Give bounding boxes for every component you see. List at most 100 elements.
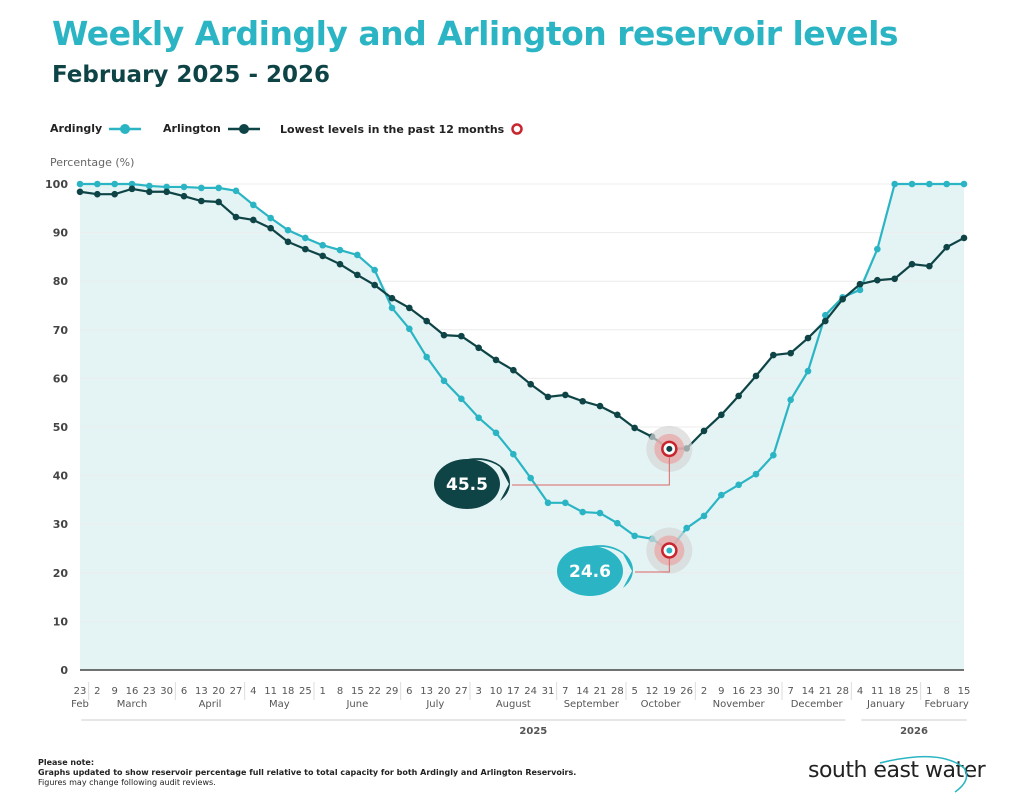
month-label: August — [496, 699, 531, 710]
x-tick-label: 9 — [718, 686, 724, 697]
data-point — [492, 429, 500, 437]
x-tick-label: 18 — [888, 686, 901, 697]
callout-value: 45.5 — [446, 475, 488, 495]
data-point — [440, 377, 448, 385]
data-point — [94, 180, 101, 188]
data-point — [510, 450, 517, 458]
data-point — [874, 245, 881, 253]
y-tick-label: 30 — [53, 518, 69, 531]
x-tick-label: 20 — [212, 686, 225, 697]
x-tick-label: 11 — [264, 686, 277, 697]
data-point — [614, 519, 621, 527]
data-point — [180, 183, 188, 191]
month-label: January — [866, 699, 905, 710]
x-tick-label: 22 — [368, 686, 381, 697]
x-tick-label: 13 — [420, 686, 433, 697]
data-point — [302, 245, 309, 253]
x-tick-label: 27 — [455, 686, 468, 697]
data-point — [198, 184, 205, 192]
callout-bubble — [443, 458, 510, 501]
x-tick-label: 3 — [475, 686, 481, 697]
data-point — [787, 349, 794, 357]
x-tick-label: 16 — [732, 686, 745, 697]
data-point — [215, 184, 222, 192]
data-point — [128, 185, 136, 193]
year-label: 2026 — [900, 726, 928, 737]
note-line1: Graphs updated to show reservoir percent… — [38, 768, 577, 777]
data-point — [406, 325, 413, 333]
y-tick-label: 70 — [53, 324, 69, 337]
data-point — [475, 344, 482, 352]
y-axis-label: Percentage (%) — [50, 156, 135, 169]
callout-bubble — [566, 545, 633, 588]
month-label: October — [641, 699, 682, 710]
x-tick-label: 12 — [646, 686, 659, 697]
month-label: December — [791, 699, 844, 710]
x-tick-label: 31 — [542, 686, 555, 697]
data-point — [735, 481, 742, 489]
data-point — [527, 474, 534, 482]
month-label: September — [564, 699, 620, 710]
south-east-water-logo: south east water — [808, 758, 986, 783]
data-point — [718, 491, 725, 499]
x-tick-label: 13 — [195, 686, 208, 697]
callout-leader — [635, 558, 670, 573]
data-point — [527, 380, 534, 388]
data-point — [579, 508, 586, 516]
x-tick-label: 1 — [319, 686, 325, 697]
x-tick-label: 16 — [126, 686, 139, 697]
data-point — [822, 317, 829, 325]
data-point — [163, 188, 170, 196]
data-point — [960, 180, 968, 188]
lowest-ring-icon — [511, 123, 523, 135]
x-tick-label: 4 — [857, 686, 863, 697]
data-point — [631, 532, 638, 540]
x-tick-label: 21 — [819, 686, 832, 697]
data-point — [856, 280, 864, 288]
legend-lowest-label: Lowest levels in the past 12 months — [280, 122, 505, 136]
data-point — [267, 214, 274, 222]
x-tick-label: 10 — [490, 686, 503, 697]
ardingly-line-icon — [109, 123, 142, 134]
y-tick-label: 100 — [45, 178, 68, 191]
data-point — [232, 213, 240, 221]
data-point — [180, 192, 188, 200]
data-point — [250, 201, 257, 209]
x-tick-label: 21 — [594, 686, 607, 697]
data-point — [804, 334, 812, 342]
data-point — [562, 391, 569, 399]
y-tick-label: 0 — [60, 664, 68, 677]
data-point — [94, 190, 101, 198]
data-point — [700, 427, 708, 435]
series-line — [80, 182, 964, 552]
x-tick-label: 6 — [181, 686, 187, 697]
data-point — [926, 262, 933, 270]
data-point — [891, 180, 898, 188]
x-tick-label: 28 — [611, 686, 624, 697]
y-tick-label: 10 — [53, 615, 69, 628]
x-tick-label: 5 — [631, 686, 637, 697]
x-tick-label: 23 — [750, 686, 763, 697]
x-tick-label: 11 — [871, 686, 884, 697]
legend-arlington-label: Arlington — [163, 122, 221, 135]
data-point — [544, 499, 552, 507]
data-point — [163, 183, 170, 191]
data-point — [250, 216, 257, 224]
data-point — [319, 252, 326, 260]
data-point — [215, 198, 222, 206]
x-tick-label: 28 — [836, 686, 849, 697]
data-point — [770, 451, 777, 459]
month-label: Feb — [71, 699, 89, 710]
data-point — [908, 180, 916, 188]
x-tick-label: 20 — [438, 686, 451, 697]
data-point — [908, 260, 916, 268]
data-point — [336, 246, 344, 254]
y-tick-label: 40 — [53, 470, 69, 483]
data-point — [926, 180, 933, 188]
lowest-dot — [666, 445, 673, 452]
month-label: November — [713, 699, 766, 710]
chart-subtitle: February 2025 - 2026 — [52, 62, 331, 88]
x-tick-label: 26 — [680, 686, 693, 697]
legend-ardingly-label: Ardingly — [50, 122, 103, 135]
